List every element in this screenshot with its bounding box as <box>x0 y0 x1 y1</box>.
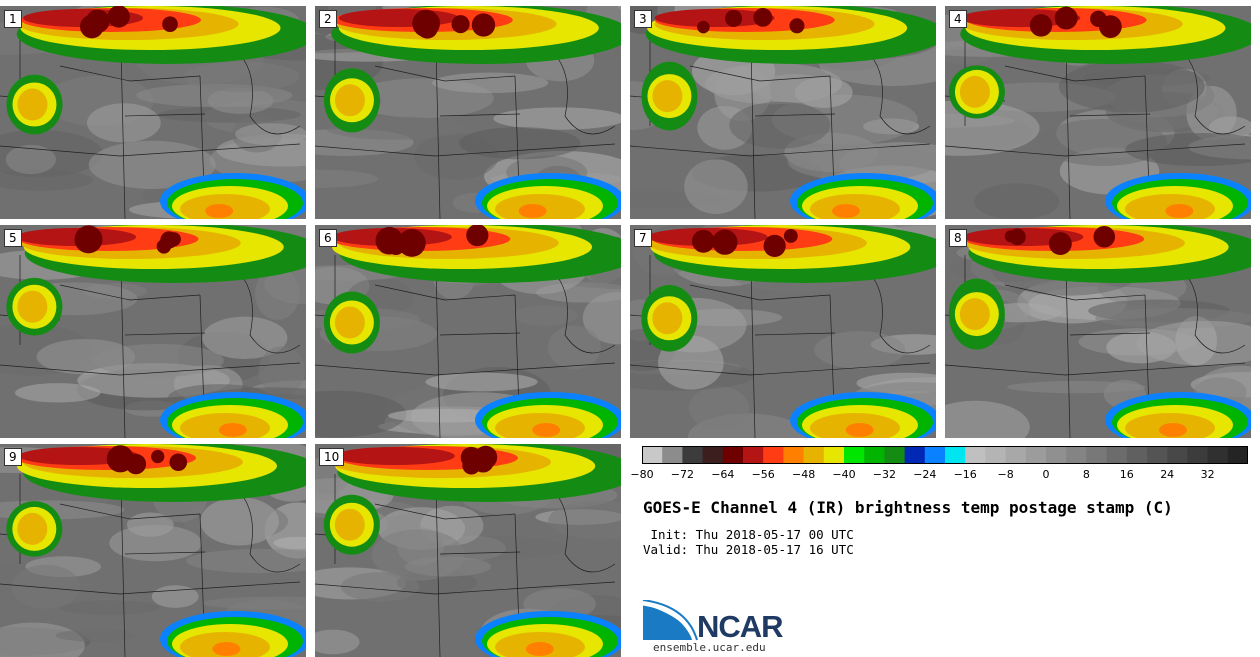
colorbar-tick-label: −16 <box>953 468 977 481</box>
panel-label: 8 <box>949 229 967 247</box>
panel-label: 9 <box>4 448 22 466</box>
stamp-panel-8: 8 <box>945 225 1251 438</box>
colorbar-swatch <box>743 446 764 464</box>
colorbar-swatch <box>965 446 986 464</box>
ir-map <box>630 225 936 438</box>
stamp-panel-4: 4 <box>945 6 1251 219</box>
colorbar-tick-label: 16 <box>1119 468 1134 481</box>
ir-map <box>0 444 306 657</box>
colorbar-swatch <box>1046 446 1067 464</box>
colorbar-swatch <box>642 446 663 464</box>
ir-map <box>315 444 621 657</box>
colorbar-swatch <box>1126 446 1148 464</box>
init-time: Init: Thu 2018-05-17 00 UTC <box>643 527 854 542</box>
panel-label: 1 <box>4 10 22 28</box>
stamp-panel-3: 3 <box>630 6 936 219</box>
colorbar-tick-label: −56 <box>751 468 775 481</box>
colorbar-swatch <box>1187 446 1209 464</box>
colorbar-tick-label: −64 <box>711 468 735 481</box>
ncar-logo-icon <box>642 600 698 641</box>
colorbar-swatch <box>1005 446 1027 464</box>
colorbar-swatch <box>1086 446 1108 464</box>
panel-label: 2 <box>319 10 337 28</box>
colorbar-tick-label: −48 <box>791 468 816 481</box>
colorbar-swatch <box>722 446 744 464</box>
colorbar-swatch <box>763 446 784 464</box>
colorbar <box>642 446 1248 464</box>
colorbar-swatch <box>1207 446 1229 464</box>
colorbar-swatch <box>783 446 805 464</box>
ir-map <box>630 6 936 219</box>
panel-label: 4 <box>949 10 967 28</box>
colorbar-swatch <box>884 446 906 464</box>
colorbar-tick-label: 32 <box>1200 468 1215 481</box>
colorbar-tick-label: −80 <box>630 468 654 481</box>
panel-label: 10 <box>319 448 345 466</box>
colorbar-swatch <box>904 446 926 464</box>
ir-map <box>0 225 306 438</box>
colorbar-tick-label: −40 <box>832 468 856 481</box>
colorbar-swatch <box>924 446 946 464</box>
colorbar-swatch <box>864 446 885 464</box>
colorbar-swatch <box>1066 446 1087 464</box>
stamp-panel-7: 7 <box>630 225 936 438</box>
stamp-panel-10: 10 <box>315 444 621 657</box>
ir-map <box>945 6 1251 219</box>
ir-map <box>0 6 306 219</box>
colorbar-swatch <box>682 446 704 464</box>
colorbar-swatch <box>945 446 966 464</box>
ir-map <box>315 225 621 438</box>
colorbar-tick-label: −72 <box>670 468 694 481</box>
colorbar-swatch <box>1025 446 1047 464</box>
stamp-panel-2: 2 <box>315 6 621 219</box>
colorbar-swatch <box>702 446 724 464</box>
panel-label: 5 <box>4 229 22 247</box>
ir-map <box>315 6 621 219</box>
panel-label: 6 <box>319 229 337 247</box>
colorbar-swatch <box>985 446 1007 464</box>
panel-label: 7 <box>634 229 652 247</box>
colorbar-tick-label: −32 <box>872 468 896 481</box>
website-url[interactable]: ensemble.ucar.edu <box>653 641 766 654</box>
stamp-panel-5: 5 <box>0 225 306 438</box>
stamp-panel-9: 9 <box>0 444 306 657</box>
colorbar-swatch <box>803 446 825 464</box>
colorbar-swatch <box>662 446 683 464</box>
colorbar-swatch <box>1106 446 1128 464</box>
panel-label: 3 <box>634 10 652 28</box>
stamp-panel-1: 1 <box>0 6 306 219</box>
colorbar-swatch <box>1147 446 1168 464</box>
colorbar-tick-label: −8 <box>997 468 1014 481</box>
colorbar-swatch <box>1227 446 1248 464</box>
colorbar-swatch <box>844 446 865 464</box>
colorbar-tick-label: 0 <box>1042 468 1050 481</box>
colorbar-tick-label: 24 <box>1160 468 1175 481</box>
colorbar-tick-label: 8 <box>1082 468 1090 481</box>
stamp-panel-6: 6 <box>315 225 621 438</box>
colorbar-tick-label: −24 <box>913 468 937 481</box>
ir-map <box>945 225 1251 438</box>
colorbar-swatch <box>1167 446 1188 464</box>
valid-time: Valid: Thu 2018-05-17 16 UTC <box>643 542 854 557</box>
ncar-logo-text: NCAR <box>697 609 784 644</box>
figure-title: GOES-E Channel 4 (IR) brightness temp po… <box>643 498 1173 517</box>
colorbar-swatch <box>823 446 845 464</box>
